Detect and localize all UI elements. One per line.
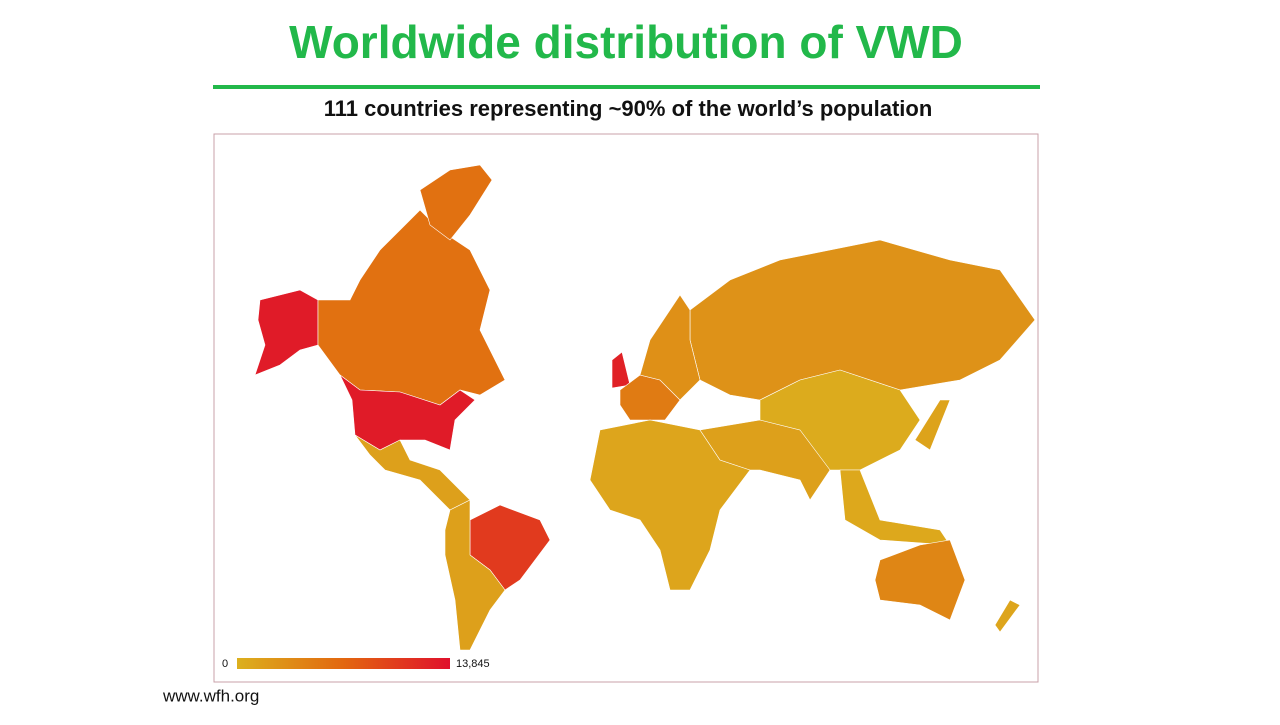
map-regions bbox=[254, 164, 1036, 651]
map-region bbox=[914, 399, 951, 451]
map-region bbox=[874, 539, 966, 621]
map-region bbox=[639, 294, 701, 401]
source: www.wfh.org bbox=[162, 686, 259, 705]
legend-min: 0 bbox=[222, 658, 228, 670]
legend-max: 13,845 bbox=[456, 658, 490, 670]
map-region bbox=[759, 369, 921, 471]
map-region bbox=[254, 289, 319, 376]
map-region bbox=[689, 239, 1036, 401]
map-region bbox=[994, 599, 1021, 633]
map-region bbox=[839, 469, 951, 546]
map-region bbox=[419, 164, 493, 241]
title: Worldwide distribution of VWD bbox=[289, 16, 963, 68]
subtitle: 111 countries representing ~90% of the w… bbox=[324, 96, 933, 121]
map-region bbox=[444, 499, 506, 651]
legend-bar bbox=[237, 658, 450, 669]
